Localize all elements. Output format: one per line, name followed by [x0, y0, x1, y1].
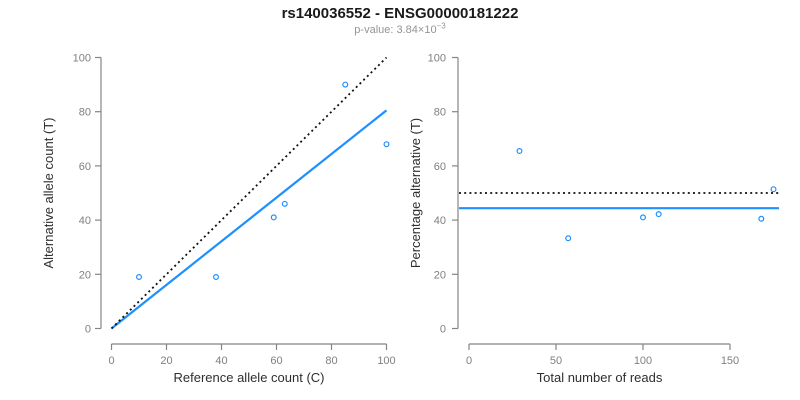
x-tick-label: 60: [270, 355, 282, 367]
x-tick-label: 150: [721, 355, 739, 367]
x-tick-label: 20: [160, 355, 172, 367]
y-tick-label: 0: [85, 324, 91, 336]
fitted-ratio-line: [110, 109, 388, 330]
y-tick-label: 40: [434, 215, 446, 227]
data-point: [383, 141, 390, 148]
identity-line: [110, 56, 388, 330]
plot-subtitle: p-value: 3.84×10−3: [0, 21, 800, 36]
y-tick-label: 60: [434, 161, 446, 173]
x-tick-label: 0: [108, 355, 114, 367]
p-value-exponent: −3: [436, 21, 446, 31]
x-tick-label: 40: [215, 355, 227, 367]
x-tick-label: 100: [377, 355, 395, 367]
percentage-vs-depth-y-axis-title: Percentage alternative (T): [408, 118, 423, 268]
plot-title: rs140036552 - ENSG00000181222: [281, 5, 519, 22]
data-point: [281, 200, 288, 207]
y-tick-label: 0: [440, 324, 446, 336]
y-tick-label: 80: [79, 107, 91, 119]
x-tick-label: 100: [634, 355, 652, 367]
p-value-text: p-value: 3.84×10: [354, 24, 437, 36]
data-point: [565, 235, 572, 242]
percentage-vs-depth-x-axis-title: Total number of reads: [537, 370, 663, 385]
x-tick-label: 0: [466, 355, 472, 367]
y-tick-label: 40: [79, 215, 91, 227]
data-point: [770, 186, 777, 193]
data-point: [758, 215, 765, 222]
y-tick-label: 80: [434, 107, 446, 119]
y-tick-label: 100: [73, 53, 91, 65]
allele-counts-x-axis-title: Reference allele count (C): [173, 370, 324, 385]
y-tick-label: 20: [79, 269, 91, 281]
x-tick-label: 50: [550, 355, 562, 367]
data-point: [516, 147, 523, 154]
y-tick-label: 100: [428, 53, 446, 65]
data-point: [342, 81, 349, 88]
allele-counts-y-axis-title: Alternative allele count (T): [41, 117, 56, 268]
data-point: [270, 214, 277, 221]
data-point: [655, 211, 662, 218]
data-point: [213, 274, 220, 281]
y-tick-label: 20: [434, 269, 446, 281]
x-tick-label: 80: [325, 355, 337, 367]
y-tick-label: 60: [79, 161, 91, 173]
data-point: [136, 274, 143, 281]
data-point: [639, 214, 646, 221]
